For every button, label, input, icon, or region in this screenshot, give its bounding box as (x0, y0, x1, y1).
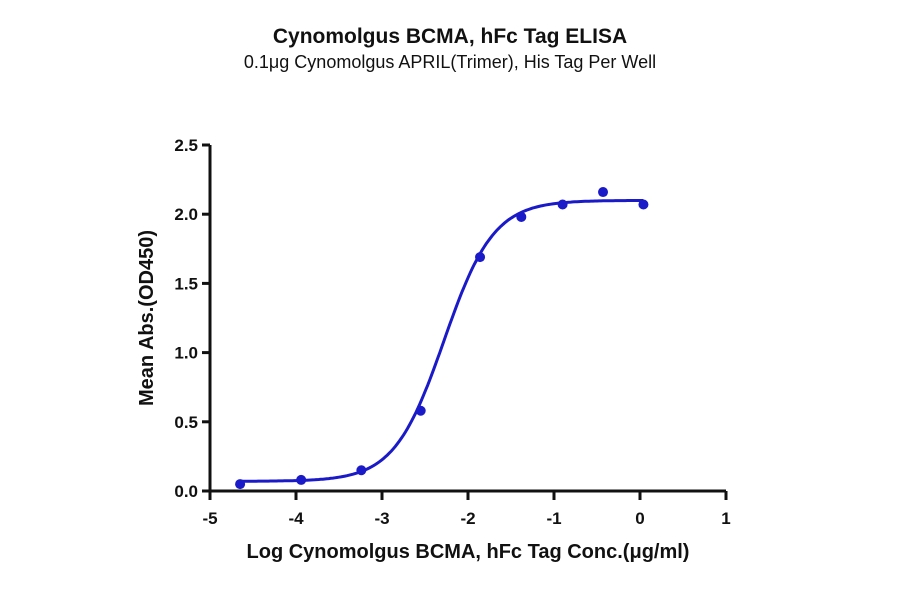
y-axis-label: Mean Abs.(OD450) (136, 230, 158, 406)
fit-curve (240, 199, 644, 483)
data-point (415, 405, 426, 416)
x-tick-label: -5 (202, 509, 217, 528)
data-point (557, 199, 568, 210)
data-point (598, 187, 609, 198)
data-point (516, 211, 527, 222)
x-tick-label: -1 (546, 509, 561, 528)
data-point (475, 252, 486, 263)
data-point (296, 474, 307, 485)
y-tick-label: 0.5 (174, 413, 198, 432)
x-tick-label: 1 (721, 509, 730, 528)
y-tick-label: 2.0 (174, 205, 198, 224)
x-tick-label: -4 (288, 509, 304, 528)
data-points (235, 187, 649, 490)
data-point (356, 465, 367, 476)
x-tick-label: -2 (460, 509, 475, 528)
chart-subtitle: 0.1μg Cynomolgus APRIL(Trimer), His Tag … (243, 52, 657, 72)
y-tick-label: 2.5 (174, 136, 198, 155)
x-axis-label: Log Cynomolgus BCMA, hFc Tag Conc.(μg/ml… (247, 541, 690, 563)
data-point (235, 479, 246, 490)
axes: 0.0 0.5 1.0 1.5 2.0 2.5 -5 -4 -3 -2 -1 0 1 (174, 136, 730, 528)
chart-title: Cynomolgus BCMA, hFc Tag ELISA (272, 25, 628, 48)
y-tick-label: 0.0 (174, 482, 198, 501)
y-tick-label: 1.0 (174, 344, 198, 363)
y-tick-label: 1.5 (174, 274, 198, 293)
x-tick-label: 0 (635, 509, 644, 528)
data-point (638, 199, 649, 210)
x-tick-label: -3 (374, 509, 389, 528)
